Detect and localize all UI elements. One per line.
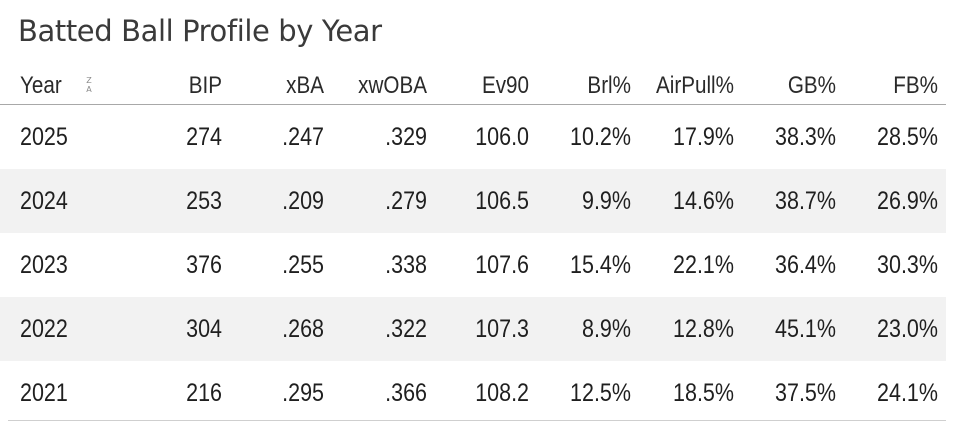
- column-header-bip[interactable]: BIP: [188, 72, 222, 99]
- sort-z-a-icon[interactable]: Z A: [86, 76, 92, 94]
- cell-ev90: 106.0: [475, 122, 529, 151]
- cell-fb-pct: 23.0%: [877, 314, 938, 343]
- cell-airpull-pct: 18.5%: [673, 378, 734, 407]
- cell-gb-pct: 38.7%: [775, 186, 836, 215]
- table-row: 2025 274 .247 .329 106.0 10.2% 17.9% 38.…: [0, 105, 946, 169]
- cell-xwoba: .322: [385, 314, 427, 343]
- cell-brl-pct: 12.5%: [570, 378, 631, 407]
- cell-fb-pct: 28.5%: [877, 122, 938, 151]
- cell-xba: .247: [282, 122, 324, 151]
- cell-xba: .295: [282, 378, 324, 407]
- cell-bip: 274: [186, 122, 222, 151]
- cell-year: 2021: [20, 378, 68, 407]
- cell-brl-pct: 9.9%: [581, 186, 631, 215]
- table-bottom-divider: [8, 420, 946, 421]
- column-header-fb-pct[interactable]: FB%: [893, 72, 938, 99]
- cell-airpull-pct: 14.6%: [673, 186, 734, 215]
- cell-year: 2024: [20, 186, 68, 215]
- cell-bip: 376: [186, 250, 222, 279]
- table-row: 2021 216 .295 .366 108.2 12.5% 18.5% 37.…: [0, 361, 946, 425]
- cell-gb-pct: 36.4%: [775, 250, 836, 279]
- cell-brl-pct: 8.9%: [581, 314, 631, 343]
- table-row: 2022 304 .268 .322 107.3 8.9% 12.8% 45.1…: [0, 297, 946, 361]
- cell-xba: .268: [282, 314, 324, 343]
- cell-ev90: 107.3: [475, 314, 529, 343]
- cell-ev90: 108.2: [475, 378, 529, 407]
- cell-xwoba: .366: [385, 378, 427, 407]
- cell-xba: .209: [282, 186, 324, 215]
- cell-year: 2025: [20, 122, 68, 151]
- cell-airpull-pct: 17.9%: [673, 122, 734, 151]
- cell-ev90: 107.6: [475, 250, 529, 279]
- column-header-xba[interactable]: xBA: [286, 72, 324, 99]
- cell-ev90: 106.5: [475, 186, 529, 215]
- batted-ball-table: Year Z A BIP xBA xwOBA Ev90 Brl% AirPull…: [0, 68, 946, 425]
- cell-bip: 304: [186, 314, 222, 343]
- cell-xwoba: .338: [385, 250, 427, 279]
- column-header-gb-pct[interactable]: GB%: [787, 72, 836, 99]
- column-header-xwoba[interactable]: xwOBA: [358, 72, 427, 99]
- cell-year: 2022: [20, 314, 68, 343]
- cell-bip: 216: [186, 378, 222, 407]
- cell-gb-pct: 45.1%: [775, 314, 836, 343]
- column-header-year[interactable]: Year: [20, 72, 62, 99]
- cell-brl-pct: 15.4%: [570, 250, 631, 279]
- cell-xwoba: .279: [385, 186, 427, 215]
- column-header-airpull-pct[interactable]: AirPull%: [655, 72, 734, 99]
- cell-gb-pct: 38.3%: [775, 122, 836, 151]
- cell-xwoba: .329: [385, 122, 427, 151]
- cell-year: 2023: [20, 250, 68, 279]
- cell-bip: 253: [186, 186, 222, 215]
- column-header-brl-pct[interactable]: Brl%: [587, 72, 631, 99]
- cell-fb-pct: 26.9%: [877, 186, 938, 215]
- cell-xba: .255: [282, 250, 324, 279]
- cell-airpull-pct: 22.1%: [673, 250, 734, 279]
- cell-fb-pct: 24.1%: [877, 378, 938, 407]
- table-header-row: Year Z A BIP xBA xwOBA Ev90 Brl% AirPull…: [0, 68, 946, 105]
- table-title: Batted Ball Profile by Year: [18, 14, 382, 48]
- cell-gb-pct: 37.5%: [775, 378, 836, 407]
- cell-fb-pct: 30.3%: [877, 250, 938, 279]
- cell-brl-pct: 10.2%: [570, 122, 631, 151]
- table-row: 2023 376 .255 .338 107.6 15.4% 22.1% 36.…: [0, 233, 946, 297]
- column-header-ev90[interactable]: Ev90: [481, 72, 529, 99]
- table-row: 2024 253 .209 .279 106.5 9.9% 14.6% 38.7…: [0, 169, 946, 233]
- cell-airpull-pct: 12.8%: [673, 314, 734, 343]
